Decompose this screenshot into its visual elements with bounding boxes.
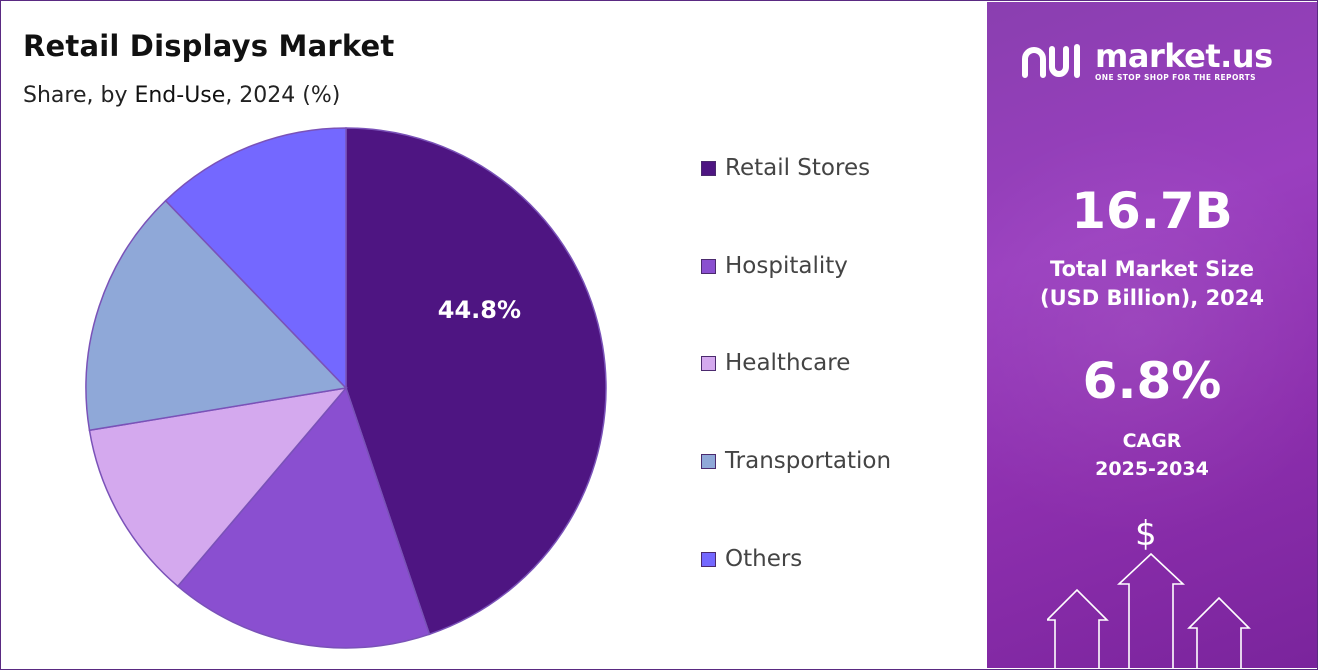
subtitle-emphasis: End-Use xyxy=(134,83,226,108)
legend-item-hospitality: Hospitality xyxy=(701,251,848,281)
cagr-value: 6.8% xyxy=(1082,352,1222,410)
legend-swatch xyxy=(701,355,716,371)
growth-arrows-icon xyxy=(1047,552,1251,668)
brand: market.us ONE STOP SHOP FOR THE REPORTS xyxy=(1021,40,1273,82)
legend-label: Hospitality xyxy=(725,253,848,279)
pie-slice-hospitality xyxy=(176,386,431,649)
pie-slice-healthcare xyxy=(88,386,348,588)
cagr-label-line1: CAGR xyxy=(1122,430,1182,452)
pie-chart: 44.8% xyxy=(85,127,607,649)
market-size-label-line2: (USD Billion), 2024 xyxy=(1039,286,1265,310)
legend-swatch xyxy=(701,160,716,176)
pie-data-label: 44.8% xyxy=(438,296,521,324)
summary-panel: market.us ONE STOP SHOP FOR THE REPORTS … xyxy=(987,2,1317,668)
legend-item-retail-stores: Retail Stores xyxy=(701,153,870,183)
legend-swatch xyxy=(701,453,716,469)
dollar-icon: $ xyxy=(1135,514,1157,554)
subtitle-prefix: Share, by xyxy=(23,83,135,108)
chart-subtitle: Share, by End-Use, 2024 (%) xyxy=(23,83,340,108)
legend-label: Transportation xyxy=(725,448,892,474)
brand-name: market.us xyxy=(1095,37,1273,75)
market-size-label-line1: Total Market Size xyxy=(1050,257,1254,281)
legend-item-transportation: Transportation xyxy=(701,446,891,476)
cagr-label: CAGR 2025-2034 xyxy=(987,427,1317,483)
market-us-logo-icon xyxy=(1022,44,1080,78)
chart-title: Retail Displays Market xyxy=(23,29,395,63)
legend-label: Others xyxy=(725,546,803,572)
cagr-label-line2: 2025-2034 xyxy=(1095,458,1209,480)
pie-slice-others xyxy=(164,127,347,390)
legend-item-healthcare: Healthcare xyxy=(701,348,850,378)
market-size-label: Total Market Size (USD Billion), 2024 xyxy=(987,255,1317,313)
legend-label: Healthcare xyxy=(725,350,851,376)
pie-slice-retail-stores xyxy=(345,127,607,636)
legend-swatch xyxy=(701,551,716,567)
chart-panel: Retail Displays Market Share, by End-Use… xyxy=(1,1,985,667)
legend-swatch xyxy=(701,258,716,274)
subtitle-suffix: , 2024 (%) xyxy=(225,83,341,108)
pie-slice-transportation xyxy=(85,199,348,432)
legend-label: Retail Stores xyxy=(725,155,871,181)
legend-item-others: Others xyxy=(701,544,802,574)
market-size-value: 16.7B xyxy=(1071,182,1233,240)
brand-tagline: ONE STOP SHOP FOR THE REPORTS xyxy=(1095,73,1256,82)
